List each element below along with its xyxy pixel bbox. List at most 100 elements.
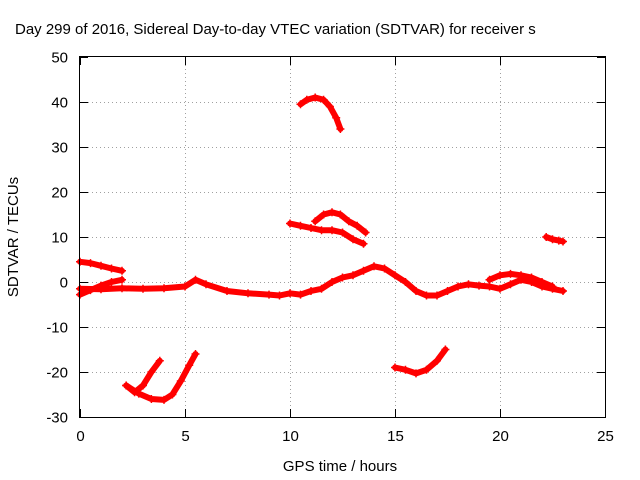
y-tick-label: -10 — [46, 320, 68, 337]
data-point — [275, 291, 284, 300]
y-tick-label: 40 — [51, 95, 68, 112]
data-point — [317, 284, 326, 293]
tick-layer: 0 5 10 15 20 25 -30 -20 -10 0 10 20 30 40 50 — [46, 50, 614, 446]
data-point — [548, 235, 557, 244]
data-point — [464, 280, 473, 289]
y-tick-label: 10 — [51, 230, 68, 247]
data-point — [181, 282, 189, 291]
data-point — [307, 287, 315, 295]
data-point — [506, 280, 515, 289]
plot-frame — [79, 56, 606, 418]
series-arc-1 — [76, 257, 126, 275]
data-point — [349, 235, 357, 244]
y-tick-label: 30 — [51, 140, 68, 157]
data-point — [319, 95, 328, 104]
data-point — [139, 284, 147, 293]
data-point — [554, 236, 563, 245]
data-point — [328, 278, 336, 286]
data-point — [311, 217, 320, 226]
y-tick-label: 50 — [51, 50, 68, 67]
x-tick-label: 15 — [387, 428, 404, 445]
chart-title: Day 299 of 2016, Sidereal Day-to-day VTE… — [15, 21, 536, 38]
data-point — [506, 269, 515, 278]
x-axis-title: GPS time / hours — [283, 458, 397, 475]
data-point — [359, 266, 368, 275]
x-tick-label: 0 — [76, 428, 84, 445]
data-point — [296, 100, 305, 109]
series-arc-4 — [485, 269, 557, 291]
data-point — [538, 278, 546, 286]
data-point — [223, 287, 231, 295]
data-point — [185, 361, 194, 370]
data-point — [441, 345, 450, 354]
data-point — [296, 290, 305, 299]
data-point — [160, 284, 168, 293]
series-arc-11 — [542, 233, 567, 246]
data-point — [191, 350, 200, 358]
series-arc-8 — [311, 208, 370, 237]
data-point — [147, 368, 156, 376]
data-point — [527, 273, 536, 282]
data-point — [370, 262, 378, 271]
y-tick-label: 0 — [60, 275, 68, 292]
data-point — [559, 287, 567, 295]
data-point — [307, 224, 315, 232]
data-point — [147, 395, 156, 403]
data-point — [202, 280, 210, 289]
data-point — [336, 125, 345, 133]
data-point — [496, 271, 504, 280]
data-point — [265, 290, 273, 299]
data-point — [118, 284, 126, 293]
data-point — [338, 273, 347, 282]
data-point — [97, 261, 105, 270]
data-point — [328, 208, 336, 217]
data-point — [325, 102, 334, 111]
data-point — [361, 228, 370, 237]
series-arc-7 — [286, 219, 368, 248]
data-point — [422, 365, 431, 374]
data-point — [118, 275, 126, 284]
data-point — [296, 221, 305, 230]
data-point — [317, 226, 326, 235]
data-point — [86, 259, 95, 268]
data-point — [302, 95, 311, 104]
y-axis-title: SDTVAR / TECUs — [5, 177, 22, 297]
series-arc-10 — [391, 345, 450, 378]
data-point — [118, 266, 126, 275]
data-point — [485, 282, 494, 291]
data-point — [517, 271, 525, 280]
data-point — [338, 228, 347, 237]
data-point — [286, 219, 294, 228]
data-point — [191, 275, 200, 284]
data-point — [433, 291, 441, 300]
series-arc-9 — [296, 93, 345, 133]
y-tick-label: -20 — [46, 365, 68, 382]
data-point — [160, 395, 168, 404]
data-point — [542, 233, 551, 241]
series-arc-3 — [76, 262, 567, 300]
series-trace — [123, 351, 199, 403]
data-point — [155, 356, 164, 365]
data-point — [422, 291, 431, 300]
data-point — [122, 381, 131, 390]
data-point — [401, 278, 410, 286]
data-point — [359, 239, 368, 248]
data-point — [475, 281, 483, 290]
data-point — [454, 282, 462, 291]
data-point — [412, 369, 420, 378]
x-tick-label: 10 — [282, 428, 299, 445]
data-point — [97, 285, 105, 294]
series-layer — [76, 93, 567, 404]
data-point — [139, 381, 147, 390]
data-point — [286, 289, 294, 298]
data-point — [412, 287, 420, 295]
data-point — [107, 264, 116, 273]
data-point — [311, 93, 320, 102]
y-tick-label: 20 — [51, 185, 68, 202]
data-point — [401, 365, 410, 374]
x-tick-label: 5 — [181, 428, 189, 445]
data-point — [328, 226, 336, 235]
data-point — [559, 237, 567, 246]
data-point — [319, 210, 328, 219]
